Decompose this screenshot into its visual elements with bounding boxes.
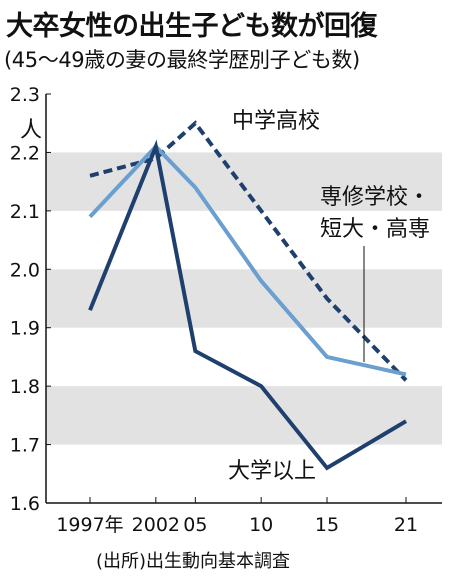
x-tick-1997年: 1997年 — [56, 514, 123, 536]
series-label-senshu-line1: 専修学校・ — [320, 185, 430, 210]
series-line-1 — [88, 143, 407, 377]
series-label-chugaku-koko: 中学高校 — [232, 109, 320, 134]
y-axis-label: 人 — [20, 118, 42, 143]
chart-title: 大卒女性の出生子ども数が回復 — [6, 11, 378, 42]
y-tick-labels: 1.6 1.7 1.8 1.9 2.0 2.1 2.2 2.3 — [10, 84, 40, 515]
x-tick-05: 05 — [183, 514, 207, 536]
source-note: (出所)出生動向基本調査 — [96, 551, 291, 572]
axes — [45, 93, 442, 504]
series-lines — [88, 120, 408, 471]
y-tick-2.3: 2.3 — [10, 84, 40, 106]
series-label-senshu-line2: 短大・高専 — [320, 217, 430, 242]
y-tick-2.0: 2.0 — [10, 259, 40, 281]
x-tick-15: 15 — [315, 514, 339, 536]
y-tick-1.7: 1.7 — [10, 435, 40, 457]
x-tick-21: 21 — [394, 514, 418, 536]
x-tick-2002: 2002 — [132, 514, 180, 536]
y-tick-1.8: 1.8 — [10, 376, 40, 398]
chart-subtitle: (45〜49歳の妻の最終学歴別子ども数) — [4, 48, 360, 72]
y-tick-2.2: 2.2 — [10, 142, 40, 164]
band-2 — [46, 152, 442, 211]
band-0 — [46, 386, 442, 445]
x-tick-10: 10 — [249, 514, 273, 536]
y-tick-2.1: 2.1 — [10, 201, 40, 223]
background-bands — [46, 152, 442, 445]
y-tick-1.9: 1.9 — [10, 318, 40, 340]
y-tick-1.6: 1.6 — [10, 493, 40, 515]
series-label-daigaku: 大学以上 — [228, 459, 316, 484]
band-1 — [46, 269, 442, 328]
series-line-2 — [88, 139, 408, 471]
x-tick-labels: 1997年 2002 05 10 15 21 — [56, 514, 418, 536]
